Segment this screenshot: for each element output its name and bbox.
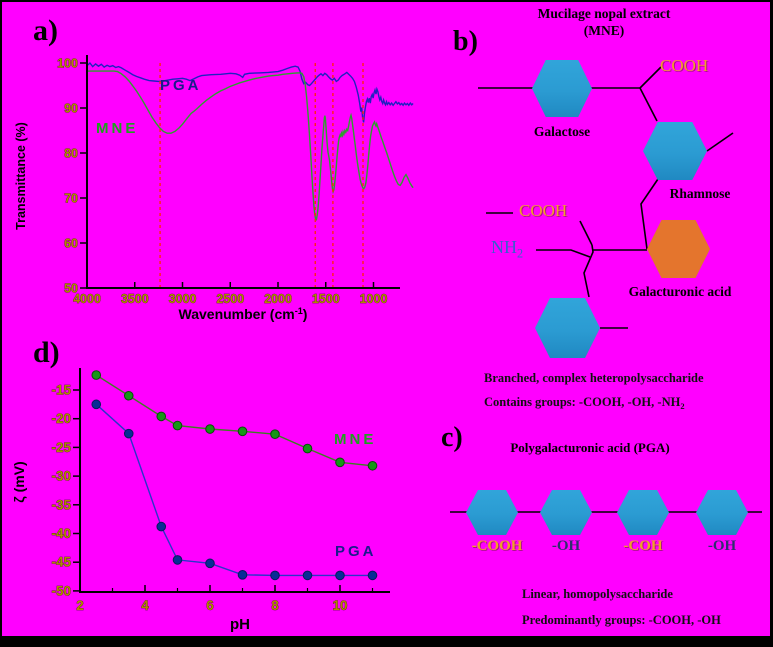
a-y-tick-label: 60	[64, 237, 78, 251]
b-title-line2: (MNE)	[583, 22, 625, 38]
nh2-label: NH2	[491, 237, 523, 261]
hexagon-pga-unit-4	[696, 490, 748, 535]
pga-data-point	[302, 570, 313, 581]
a-y-tick-label: 80	[64, 147, 78, 161]
c-group-coh: -COH	[623, 538, 663, 554]
pga-spectrum-curve	[86, 61, 414, 123]
d-x-tick-label: 6	[206, 598, 214, 613]
a-x-tick-label: 1000	[360, 292, 388, 306]
b-note-groups-sub: 2	[680, 400, 685, 411]
panel-b-label: b)	[453, 26, 478, 57]
d-x-tick-label: 4	[141, 598, 149, 613]
c-group-oh-2: -OH	[707, 538, 737, 554]
mne-series-line	[95, 374, 373, 467]
mne-data-point	[367, 460, 378, 471]
a-x-tick-label: 2500	[216, 292, 244, 306]
mne-spectrum-curve	[87, 70, 414, 221]
mne-data-point	[123, 390, 134, 401]
d-x-tick-label: 10	[332, 598, 347, 613]
b-note-groups: Contains groups: -COOH, -OH, -NH2	[484, 395, 685, 411]
a-x-tick-label: 2000	[264, 292, 292, 306]
pga-series-line	[95, 403, 373, 577]
hexagon-galactose	[532, 60, 592, 117]
a-x-tick-label: 3500	[121, 292, 149, 306]
c-group-oh-1: -OH	[551, 538, 581, 554]
c-note-groups: Predominantly groups: -COOH, -OH	[522, 613, 721, 627]
a-y-tick-label: 100	[57, 57, 78, 71]
mne-data-point	[302, 443, 313, 454]
mne-data-point	[91, 370, 102, 380]
a-y-axis-title: Transmittance (%)	[14, 122, 28, 230]
a-y-tick-label: 90	[64, 102, 78, 116]
a-mne-curve-label: MNE	[96, 120, 139, 137]
pga-data-point	[91, 399, 102, 410]
panel-a-label: a)	[33, 14, 58, 47]
hexagon-sugar-unit	[535, 298, 600, 358]
a-x-axis-title-end: )	[302, 306, 308, 322]
pga-data-point	[237, 570, 248, 580]
hexagon-rhamnose	[643, 122, 707, 180]
d-y-axis-title: ζ (mV)	[11, 461, 27, 503]
pga-data-point	[270, 570, 280, 581]
d-x-axis-title: pH	[230, 616, 250, 633]
d-y-tick-label: -15	[51, 383, 71, 398]
d-y-tick-label: -45	[51, 555, 71, 570]
c-group-cooh-1: -COOH	[471, 538, 523, 554]
d-y-tick-label: -40	[51, 526, 71, 541]
a-y-tick-label: 50	[64, 282, 78, 296]
panel-d-label: d)	[33, 336, 60, 369]
a-x-axis-title: Wavenumber (cm-1)	[130, 306, 356, 322]
d-x-tick-label: 8	[271, 598, 279, 613]
a-x-axis-title-sup: -1	[294, 306, 303, 316]
d-x-tick-label: 2	[76, 598, 84, 613]
cooh-branch-label: COOH	[660, 56, 709, 75]
d-pga-series-label: PGA	[335, 543, 377, 560]
hexagon-pga-unit-3	[617, 490, 669, 535]
d-y-tick-label: -20	[51, 411, 71, 426]
rhamnose-label: Rhamnose	[669, 186, 731, 201]
nh2-main: NH	[491, 237, 517, 257]
d-y-tick-label: -30	[51, 469, 71, 484]
mne-data-point	[237, 426, 248, 437]
a-y-tick-label: 70	[64, 192, 78, 206]
a-x-tick-label: 3000	[169, 292, 197, 306]
c-title: Polygalacturonic acid (PGA)	[510, 440, 670, 455]
d-y-tick-label: -35	[51, 497, 71, 512]
c-note-structure: Linear, homopolysaccharide	[522, 587, 673, 601]
pga-data-point	[367, 570, 378, 581]
cooh-side-label: COOH	[519, 201, 568, 220]
d-mne-series-label: MNE	[334, 431, 377, 448]
d-y-tick-label: -50	[51, 583, 71, 598]
a-x-tick-label: 4000	[73, 292, 101, 306]
b-note-groups-main: Contains groups: -COOH, -OH, -NH	[484, 395, 681, 409]
nh2-sub: 2	[517, 246, 524, 261]
b-title-line1: Mucilage nopal extract	[537, 6, 671, 21]
hexagon-pga-unit-1	[466, 490, 518, 535]
b-note-structure: Branched, complex heteropolysaccharide	[484, 371, 704, 385]
mne-data-point	[172, 420, 183, 431]
galacturonic-acid-label: Galacturonic acid	[628, 284, 732, 299]
mne-data-point	[270, 429, 280, 439]
b-title: Mucilage nopal extract (MNE)	[518, 6, 690, 40]
hexagon-pga-unit-2	[540, 490, 592, 535]
mne-data-point	[205, 424, 215, 434]
a-pga-curve-label: PGA	[160, 77, 202, 94]
pga-data-point	[123, 428, 134, 439]
zeta-potential-plot: -15 -20 -25 -30 -35 -40 -45 -50 2 4 6 8 10	[51, 368, 390, 613]
pga-data-point	[156, 521, 167, 532]
pga-data-point	[335, 570, 345, 581]
a-x-axis-title-main: Wavenumber (cm	[178, 306, 295, 322]
d-y-tick-label: -25	[51, 440, 71, 455]
mne-data-point	[156, 411, 167, 422]
mne-data-point	[335, 457, 345, 468]
galactose-label: Galactose	[533, 124, 591, 139]
panel-c-label: c)	[441, 422, 463, 453]
a-x-tick-label: 1500	[312, 292, 340, 306]
hexagon-galacturonic-acid	[647, 220, 710, 278]
pga-data-point	[172, 555, 183, 565]
pga-data-point	[205, 558, 215, 569]
